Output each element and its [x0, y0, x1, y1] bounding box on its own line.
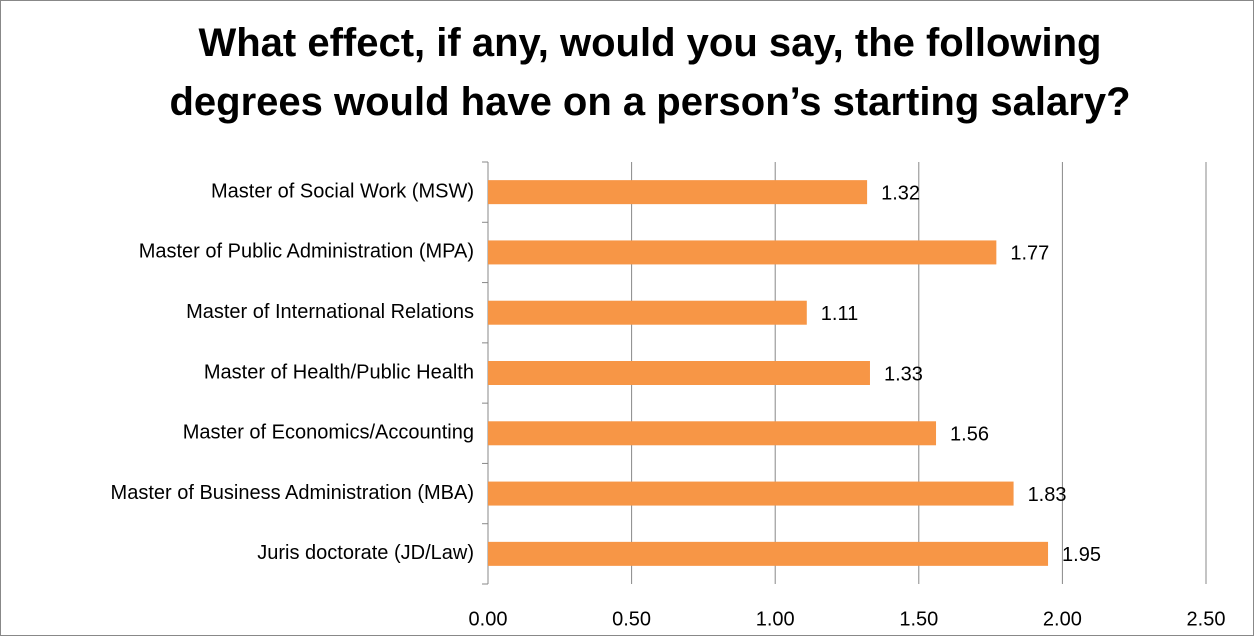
- x-tick-label: 1.00: [756, 608, 795, 630]
- data-label: 1.83: [1028, 484, 1067, 506]
- bar: [488, 541, 1049, 566]
- x-tick-label: 1.50: [899, 608, 938, 630]
- y-tick-label: Master of Health/Public Health: [204, 361, 474, 383]
- y-tick-label: Juris doctorate (JD/Law): [257, 542, 474, 564]
- data-label: 1.32: [881, 182, 920, 204]
- y-tick-label: Master of Business Administration (MBA): [111, 482, 474, 504]
- y-tick-label: Master of Public Administration (MPA): [139, 241, 474, 263]
- data-label: 1.95: [1062, 544, 1101, 566]
- bar: [488, 361, 870, 385]
- bar: [488, 300, 807, 325]
- y-tick-label: Master of Economics/Accounting: [183, 422, 474, 444]
- y-tick-label: Master of Social Work (MSW): [211, 180, 474, 202]
- chart-title: What effect, if any, would you say, the …: [169, 21, 1131, 124]
- x-tick-label: 2.50: [1187, 608, 1226, 630]
- bar: [488, 481, 1014, 506]
- data-label: 1.77: [1010, 243, 1049, 265]
- y-tick-label: Master of International Relations: [186, 301, 474, 323]
- bar: [488, 240, 997, 265]
- bar: [488, 421, 937, 446]
- data-label: 1.33: [884, 363, 923, 385]
- x-tick-label: 0.50: [612, 608, 651, 630]
- x-tick-label: 0.00: [469, 608, 508, 630]
- bar: [488, 180, 868, 205]
- data-label: 1.11: [821, 303, 858, 325]
- data-label: 1.56: [950, 424, 989, 446]
- x-tick-label: 2.00: [1043, 608, 1082, 630]
